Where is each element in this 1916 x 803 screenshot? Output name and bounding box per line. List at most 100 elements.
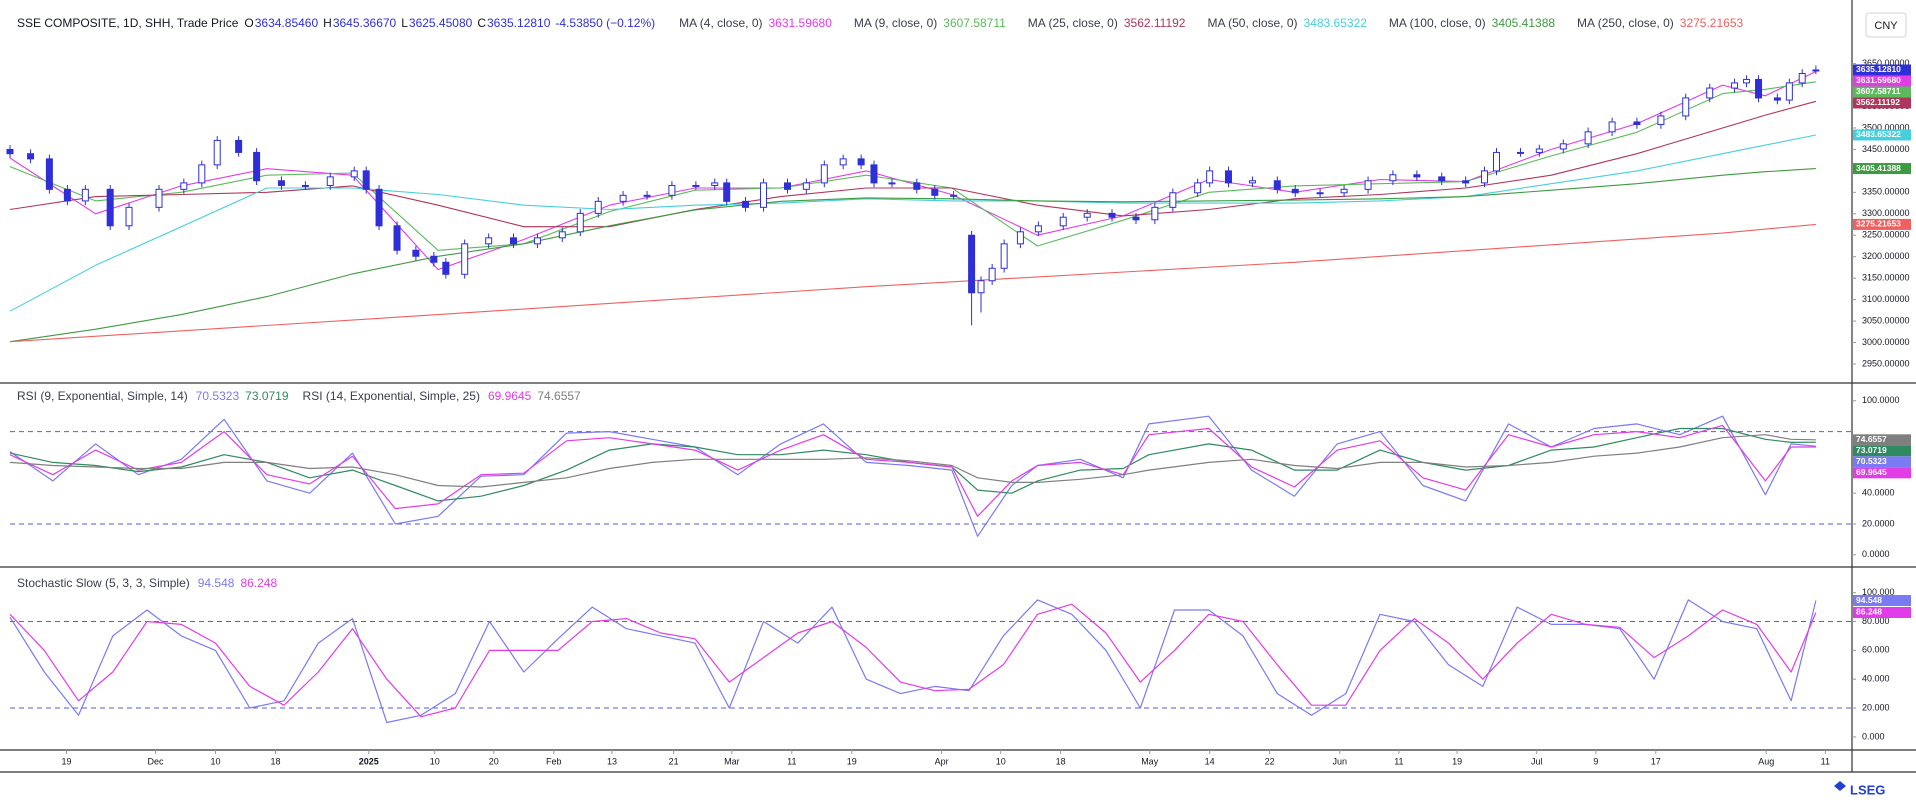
legend-name: MA (9, close, 0): [854, 16, 937, 30]
legend-name: MA (4, close, 0): [679, 16, 762, 30]
candle-body: [1316, 192, 1324, 195]
y-tick-label: 3200.00000: [1862, 251, 1910, 261]
price-tag: [1853, 86, 1911, 98]
candle-body: [350, 170, 358, 178]
price-tag-label: 70.5323: [1856, 456, 1887, 466]
candle-body: [1291, 188, 1299, 194]
candle-body: [1812, 69, 1820, 72]
x-tick-label: Mar: [724, 756, 740, 766]
legend-name: MA (50, close, 0): [1207, 16, 1297, 30]
ohlc-key: C: [477, 16, 486, 30]
candle-body: [1535, 148, 1543, 153]
legend-value: 3631.59680: [769, 16, 833, 30]
candle-body: [1438, 176, 1446, 182]
x-tick-label: 19: [847, 756, 857, 766]
candle-body: [45, 158, 53, 190]
legend-name: RSI (9, Exponential, Simple, 14): [17, 389, 188, 403]
candle-body: [643, 194, 651, 197]
candle-body: [931, 188, 939, 196]
candle-body: [1000, 243, 1008, 269]
candle-body: [1731, 82, 1739, 89]
price-tag-label: 73.0719: [1856, 445, 1887, 455]
moving-average-line: [9, 71, 1817, 271]
x-tick-label: 11: [1394, 756, 1403, 766]
candle-body: [1481, 170, 1489, 184]
currency-button[interactable]: [1865, 12, 1907, 38]
brand-logo: LSEG: [1834, 781, 1885, 797]
price-tag: [1853, 218, 1911, 230]
candle-body: [1773, 97, 1781, 101]
candle-body: [1493, 151, 1501, 172]
candle-body: [461, 243, 469, 275]
x-tick-label: 14: [1205, 756, 1215, 766]
candle-body: [668, 184, 676, 196]
candle-body: [253, 151, 261, 182]
moving-average-line: [9, 134, 1817, 312]
brand-name: LSEG: [1850, 782, 1885, 797]
price-tag-label: 3275.21653: [1856, 219, 1901, 229]
candle-body: [742, 200, 750, 208]
candle-body: [180, 182, 188, 190]
y-tick-label: 0.000: [1862, 731, 1885, 741]
x-tick-label: 21: [669, 756, 679, 766]
price-tag-label: 3405.41388: [1856, 163, 1901, 173]
candle-body: [711, 182, 719, 186]
x-tick-label: 10: [996, 756, 1006, 766]
legend-name: Stochastic Slow (5, 3, 3, Simple): [17, 576, 190, 590]
price-tag: [1853, 595, 1911, 607]
candle-body: [1108, 212, 1116, 218]
y-tick-label: 80.000: [1862, 616, 1890, 626]
legend-name: MA (25, close, 0): [1028, 16, 1118, 30]
x-tick-label: Aug: [1758, 756, 1774, 766]
moving-average-line: [9, 223, 1816, 343]
legend-name: RSI (14, Exponential, Simple, 25): [303, 389, 480, 403]
candle-body: [412, 249, 420, 257]
legend-name: MA (100, close, 0): [1389, 16, 1486, 30]
price-tag: [1853, 75, 1911, 87]
y-tick-label: 3050.00000: [1862, 315, 1910, 325]
x-tick-label: May: [1141, 756, 1159, 766]
candle-body: [198, 164, 206, 184]
candle-body: [326, 176, 334, 186]
y-tick-label: 3150.00000: [1862, 273, 1910, 283]
candle-body: [1516, 151, 1524, 154]
indicator-line: [9, 434, 1816, 488]
y-tick-label: 100.000: [1862, 587, 1895, 597]
candle-body: [857, 158, 865, 166]
ohlc-value: 3634.85460: [255, 16, 319, 30]
x-tick-label: 18: [270, 756, 280, 766]
candle-body: [576, 212, 584, 233]
ohlc-value: 3645.36670: [333, 16, 397, 30]
y-tick-label: 100.0000: [1862, 395, 1900, 405]
candle-body: [1743, 78, 1751, 84]
candle-body: [692, 184, 700, 187]
candle-body: [1389, 174, 1397, 182]
candle-body: [1224, 170, 1232, 184]
price-tag-label: 3483.65322: [1856, 129, 1901, 139]
price-tag-label: 3562.11192: [1856, 97, 1900, 107]
candle-body: [1194, 182, 1202, 194]
currency-label[interactable]: CNY: [1874, 20, 1898, 32]
candle-body: [760, 182, 768, 208]
y-tick-label: 60.000: [1862, 645, 1890, 655]
x-tick-label: Apr: [935, 756, 949, 766]
candle-body: [1083, 212, 1091, 218]
candle-body: [968, 234, 976, 294]
x-tick-label: 11: [787, 756, 796, 766]
candle-body: [1682, 97, 1690, 117]
candle-body: [6, 148, 14, 155]
price-tag-label: 94.548: [1856, 595, 1882, 605]
candle-body: [533, 237, 541, 245]
legend-value: 86.248: [240, 576, 277, 590]
x-tick-label: Feb: [546, 756, 562, 766]
indicator-line: [9, 603, 1817, 718]
y-tick-label: 3000.00000: [1862, 337, 1910, 347]
y-tick-label: 3650.00000: [1862, 58, 1910, 68]
price-tag: [1853, 129, 1911, 141]
ohlc-key: L: [401, 16, 408, 30]
y-tick-label: 3350.00000: [1862, 187, 1910, 197]
price-tag: [1853, 606, 1911, 618]
x-tick-label: 2025: [359, 756, 379, 766]
x-tick-label: 22: [1265, 756, 1275, 766]
